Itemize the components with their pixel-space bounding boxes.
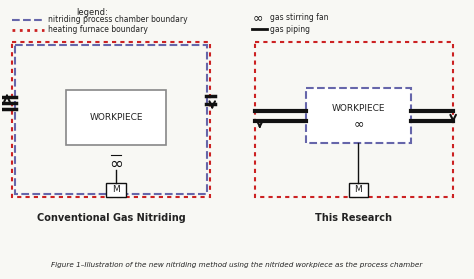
Text: Figure 1–Illustration of the new nitriding method using the nitrided workpiece a: Figure 1–Illustration of the new nitridi… [51, 262, 423, 268]
Text: Conventional Gas Nitriding: Conventional Gas Nitriding [36, 213, 185, 223]
Bar [15, 45, 207, 194]
Text: gas stirring fan: gas stirring fan [270, 13, 328, 23]
Text: nitriding process chamber boundary: nitriding process chamber boundary [47, 16, 187, 25]
Text: WORKPIECE: WORKPIECE [89, 113, 143, 122]
Text: This Research: This Research [316, 213, 392, 223]
Bar [348, 183, 368, 197]
Text: WORKPIECE: WORKPIECE [332, 104, 385, 113]
Bar [255, 42, 453, 197]
Text: $\infty$: $\infty$ [353, 117, 364, 130]
Bar [66, 90, 165, 145]
Bar [106, 183, 126, 197]
Bar [12, 42, 210, 197]
Text: M: M [112, 186, 120, 194]
Text: gas piping: gas piping [270, 25, 310, 33]
Text: $\infty$: $\infty$ [252, 11, 263, 25]
Text: $\infty$: $\infty$ [109, 154, 123, 172]
Text: legend:: legend: [76, 8, 108, 17]
Text: M: M [355, 186, 362, 194]
Text: heating furnace boundary: heating furnace boundary [47, 25, 147, 35]
Bar [306, 88, 410, 143]
